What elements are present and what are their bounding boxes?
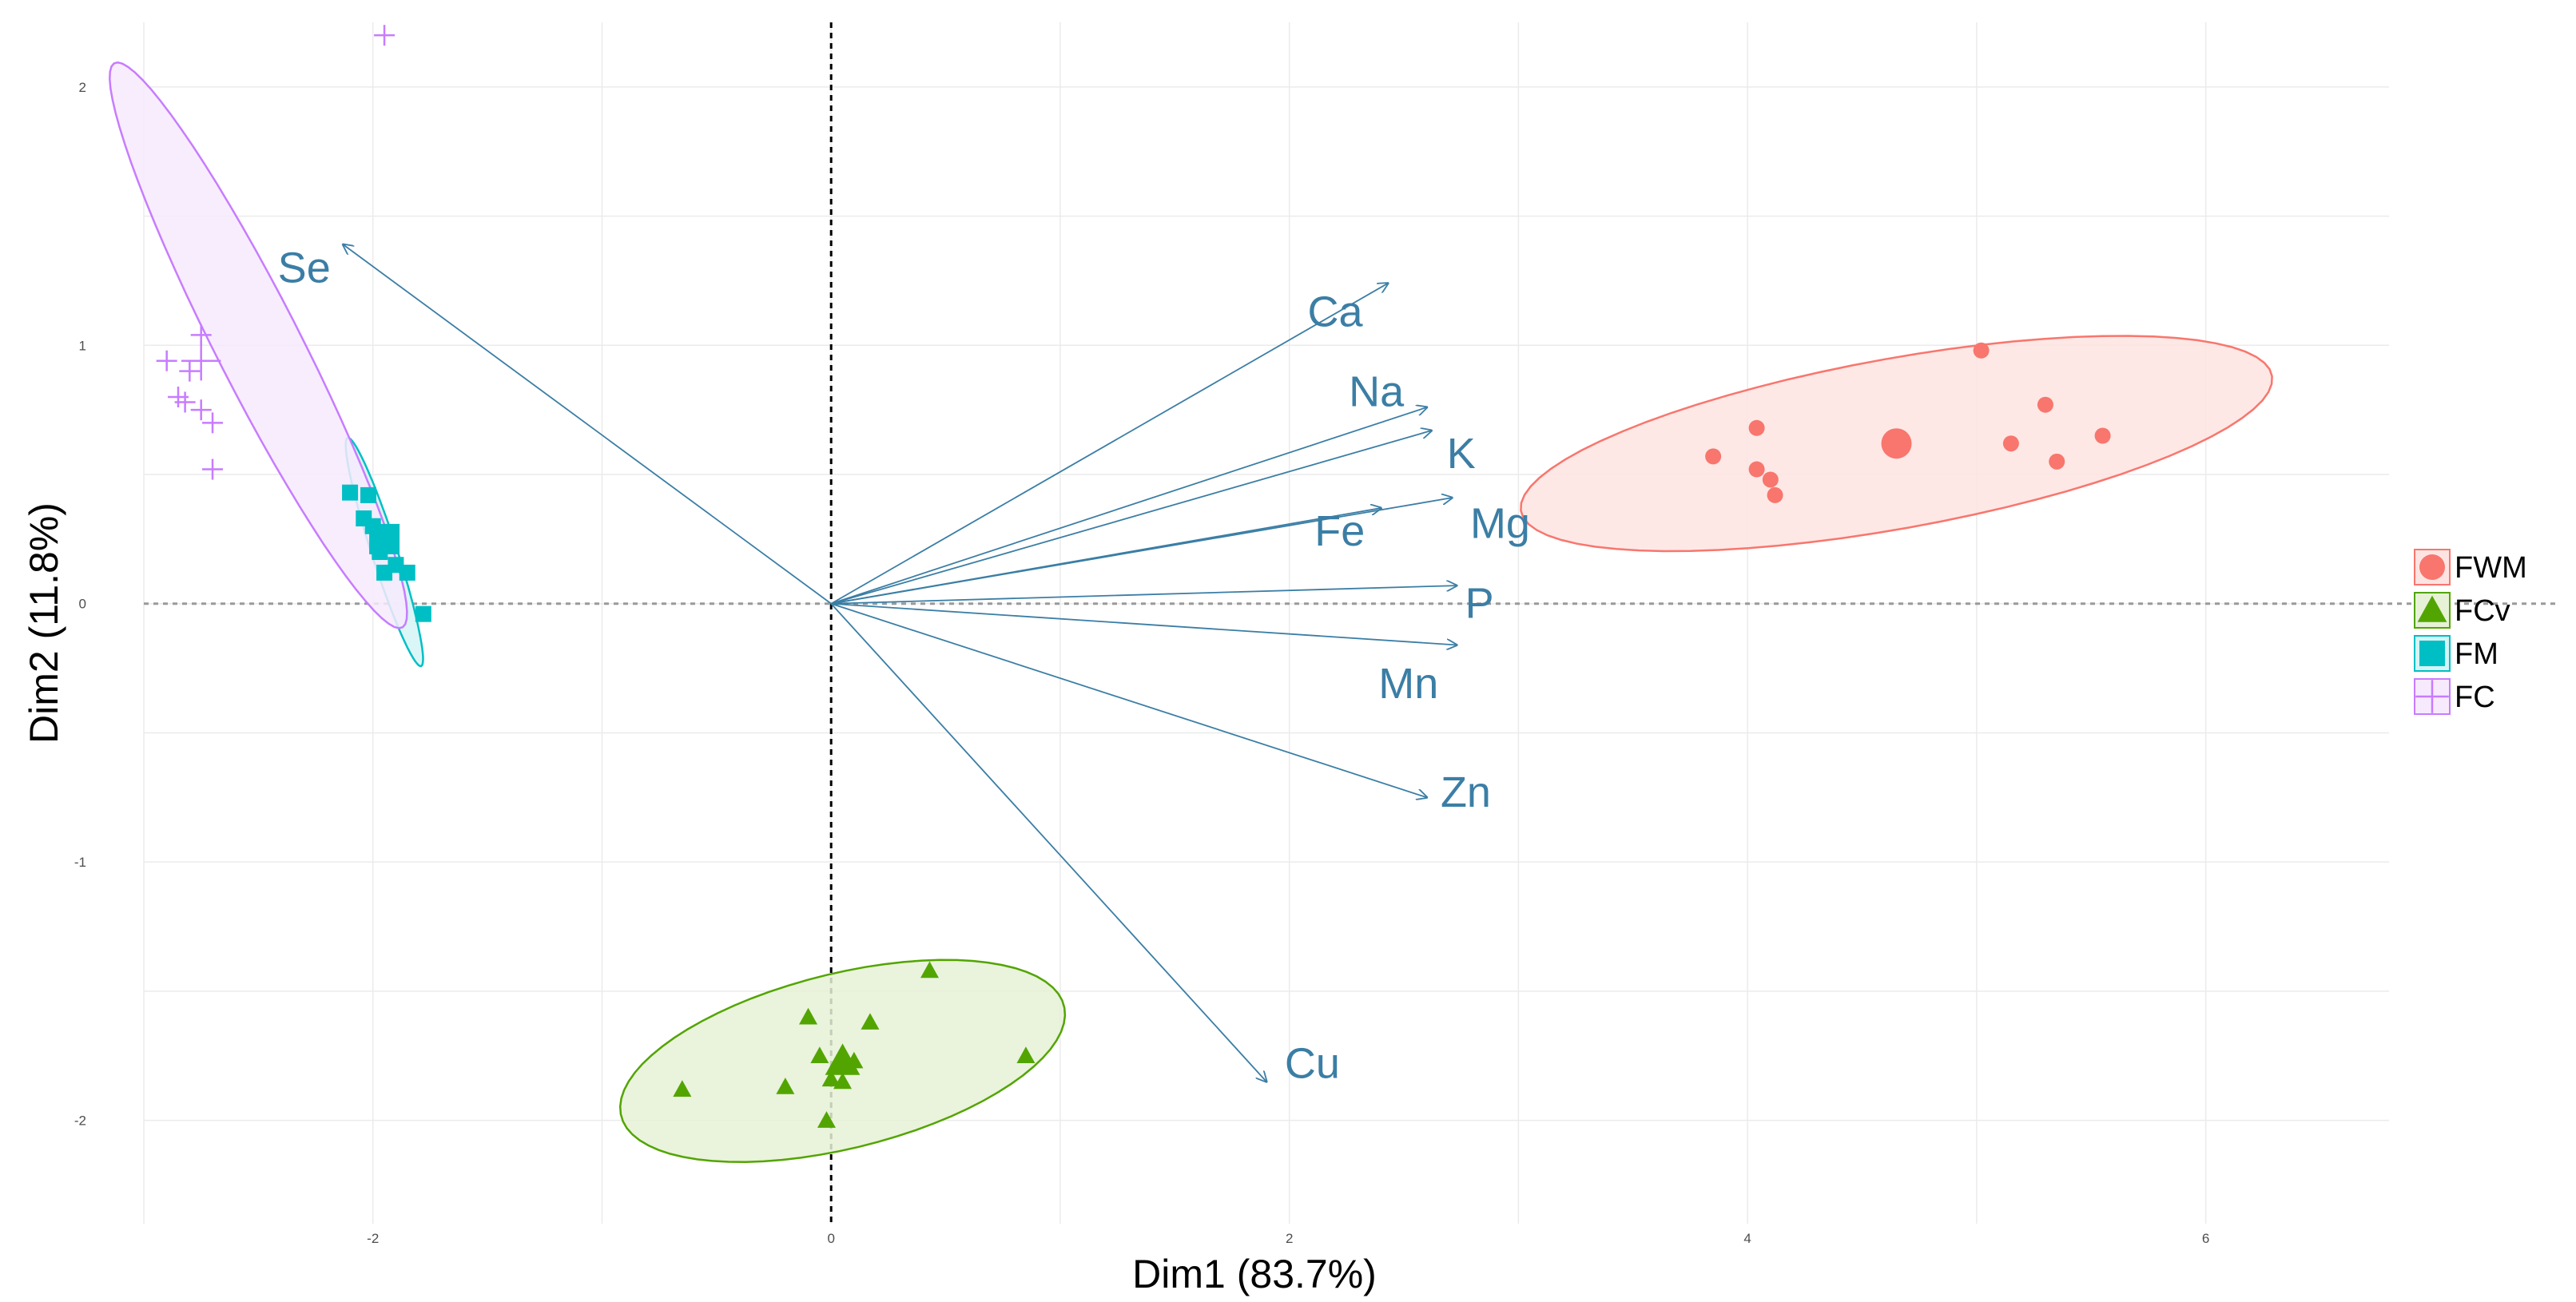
tick-labels: -2 0 2 4 6 -2 -1 0 1 2 xyxy=(74,80,2209,1246)
label-zn: Zn xyxy=(1441,768,1491,816)
label-mn: Mn xyxy=(1378,660,1438,708)
label-se: Se xyxy=(278,244,331,292)
y-tick-label: -2 xyxy=(74,1113,86,1129)
legend-marker-fc xyxy=(2415,680,2449,713)
x-tick-label: 2 xyxy=(1286,1231,1293,1246)
arrow-k xyxy=(830,431,1431,605)
point-fcv xyxy=(776,1078,795,1094)
y-tick-label: 1 xyxy=(79,338,86,353)
legend: FWM FCv FM FC xyxy=(2414,549,2527,715)
x-tick-label: 6 xyxy=(2202,1231,2209,1246)
point-fcv xyxy=(833,1072,853,1090)
y-axis-title: Dim2 (11.8%) xyxy=(22,502,66,744)
point-fwm xyxy=(1748,461,1765,478)
legend-marker-fcv xyxy=(2417,595,2447,622)
point-fcv xyxy=(920,961,939,978)
variable-labels: Se Ca Na K Fe Mg P Mn Zn Cu xyxy=(278,244,1530,1087)
point-fm xyxy=(360,486,376,503)
y-tick-label: -1 xyxy=(74,855,86,870)
legend-label-fwm: FWM xyxy=(2455,551,2527,585)
reference-lines xyxy=(144,22,2557,1224)
arrow-cu xyxy=(830,603,1266,1082)
point-fwm xyxy=(2002,435,2019,452)
variable-arrows xyxy=(343,244,1457,1082)
point-fm xyxy=(342,484,359,501)
centroid-fc xyxy=(181,341,221,381)
legend-marker-fwm xyxy=(2419,554,2445,580)
point-fwm xyxy=(1748,419,1765,436)
label-cu: Cu xyxy=(1285,1039,1340,1087)
arrow-mn xyxy=(831,602,1457,645)
arrow-mg xyxy=(831,498,1452,605)
point-fm xyxy=(399,564,415,581)
point-fcv xyxy=(799,1007,818,1025)
point-fc xyxy=(179,360,201,382)
centroid-fm xyxy=(369,523,400,554)
label-fe: Fe xyxy=(1314,507,1365,555)
point-fc xyxy=(202,458,224,480)
point-fcv xyxy=(821,1070,841,1087)
point-fcv xyxy=(861,1013,880,1030)
point-fwm xyxy=(1762,471,1779,488)
point-fc xyxy=(202,412,224,434)
arrow-na xyxy=(830,407,1427,605)
label-mg: Mg xyxy=(1470,499,1530,547)
data-points xyxy=(156,25,2111,1128)
y-tick-label: 0 xyxy=(79,597,86,612)
point-fcv xyxy=(810,1046,829,1063)
point-fwm xyxy=(2049,453,2065,470)
legend-marker-fm xyxy=(2419,641,2445,666)
x-axis-title: Dim1 (83.7%) xyxy=(1132,1252,1377,1296)
label-na: Na xyxy=(1349,368,1405,416)
x-tick-label: 0 xyxy=(827,1231,834,1246)
point-fc xyxy=(374,25,396,46)
y-tick-label: 2 xyxy=(79,80,86,95)
point-fwm xyxy=(1767,486,1783,503)
point-fwm xyxy=(1705,448,1722,465)
label-k: K xyxy=(1447,430,1476,478)
label-ca: Ca xyxy=(1308,288,1364,335)
x-tick-label: -2 xyxy=(367,1231,379,1246)
point-fm xyxy=(415,605,431,622)
ellipse-fc xyxy=(109,61,408,629)
point-fwm xyxy=(2094,427,2111,444)
point-fc xyxy=(174,391,196,413)
point-fc xyxy=(156,350,177,371)
centroid-fcv xyxy=(825,1043,861,1075)
centroid-fwm xyxy=(1881,428,1912,459)
label-p: P xyxy=(1465,580,1494,628)
arrow-ca xyxy=(830,284,1388,605)
point-fwm xyxy=(2037,396,2053,413)
arrow-zn xyxy=(830,602,1427,798)
point-fc xyxy=(190,399,212,421)
x-tick-label: 4 xyxy=(1743,1231,1751,1246)
point-fcv xyxy=(1016,1046,1036,1063)
grid-lines xyxy=(143,22,2389,1224)
point-fcv xyxy=(817,1111,836,1128)
legend-label-fc: FC xyxy=(2455,681,2495,714)
point-fwm xyxy=(1973,342,1990,359)
legend-label-fcv: FCv xyxy=(2455,594,2510,628)
arrow-p xyxy=(831,586,1457,605)
legend-label-fm: FM xyxy=(2455,637,2498,671)
arrow-se xyxy=(343,244,832,605)
point-fcv xyxy=(673,1080,692,1098)
confidence-ellipses xyxy=(109,61,2273,1163)
